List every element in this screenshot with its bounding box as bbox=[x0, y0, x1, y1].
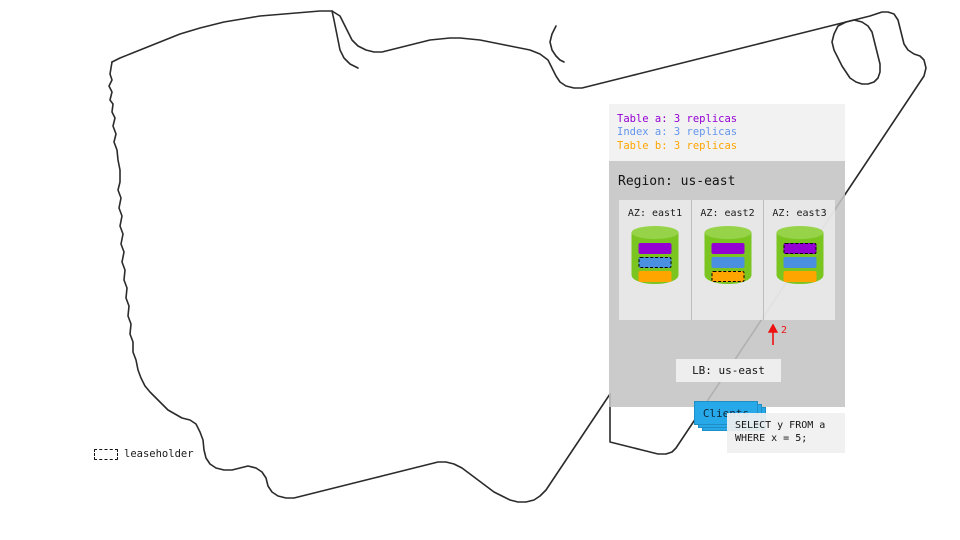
az-label-east2: AZ: east2 bbox=[700, 208, 755, 219]
database-node-east2[interactable] bbox=[704, 226, 751, 288]
database-cylinder-top-icon bbox=[776, 226, 823, 239]
leaseholder-legend-label: leaseholder bbox=[124, 448, 194, 460]
database-cylinder-top-icon bbox=[631, 226, 679, 239]
load-balancer-label: LB: us-east bbox=[692, 364, 765, 377]
az-label-east3: AZ: east3 bbox=[772, 208, 827, 219]
replica-band-index-a bbox=[711, 257, 744, 268]
replica-legend-row-index-a: Index a: 3 replicas bbox=[617, 126, 738, 139]
flow-arrow-step-2: 2 bbox=[764, 324, 804, 346]
replica-band-table-a bbox=[638, 243, 672, 254]
flow-step-count: 2 bbox=[781, 325, 788, 336]
replica-bands-east1 bbox=[638, 243, 672, 282]
database-cylinder-top-icon bbox=[704, 226, 751, 239]
topology-panel: Table a: 3 replicas Index a: 3 replicas … bbox=[609, 104, 845, 431]
availability-zone-strip: AZ: east1 AZ: east2 bbox=[619, 200, 835, 320]
replica-band-index-a-leaseholder bbox=[638, 257, 672, 268]
replica-band-table-b bbox=[783, 271, 816, 282]
az-label-east1: AZ: east1 bbox=[627, 208, 683, 219]
sql-query-line-2: WHERE x = 5; bbox=[735, 433, 808, 444]
load-balancer-box[interactable]: LB: us-east bbox=[676, 359, 781, 382]
az-cell-east1[interactable]: AZ: east1 bbox=[619, 200, 691, 320]
sql-query-line-1: SELECT y FROM a bbox=[735, 420, 826, 431]
database-node-east3[interactable] bbox=[776, 226, 823, 288]
region-block: Region: us-east AZ: east1 bbox=[609, 161, 845, 431]
leaseholder-swatch-icon bbox=[94, 448, 118, 460]
replica-bands-east3 bbox=[783, 243, 816, 282]
replica-band-index-a bbox=[783, 257, 816, 268]
az-cell-east3[interactable]: AZ: east3 bbox=[763, 200, 835, 320]
database-node-east1[interactable] bbox=[631, 226, 679, 288]
replica-legend: Table a: 3 replicas Index a: 3 replicas … bbox=[609, 104, 845, 161]
replica-legend-row-table-b: Table b: 3 replicas bbox=[617, 139, 738, 152]
region-title: Region: us-east bbox=[618, 174, 736, 189]
replica-bands-east2 bbox=[711, 243, 744, 282]
replica-band-table-a-leaseholder bbox=[783, 243, 816, 254]
replica-legend-row-table-a: Table a: 3 replicas bbox=[617, 113, 738, 125]
replica-band-table-b-leaseholder bbox=[711, 271, 744, 282]
leaseholder-legend: leaseholder bbox=[94, 448, 194, 460]
replica-band-table-b bbox=[638, 271, 672, 282]
az-cell-east2[interactable]: AZ: east2 bbox=[691, 200, 763, 320]
sql-query-callout: SELECT y FROM a WHERE x = 5; bbox=[727, 413, 845, 453]
replica-band-table-a bbox=[711, 243, 744, 254]
